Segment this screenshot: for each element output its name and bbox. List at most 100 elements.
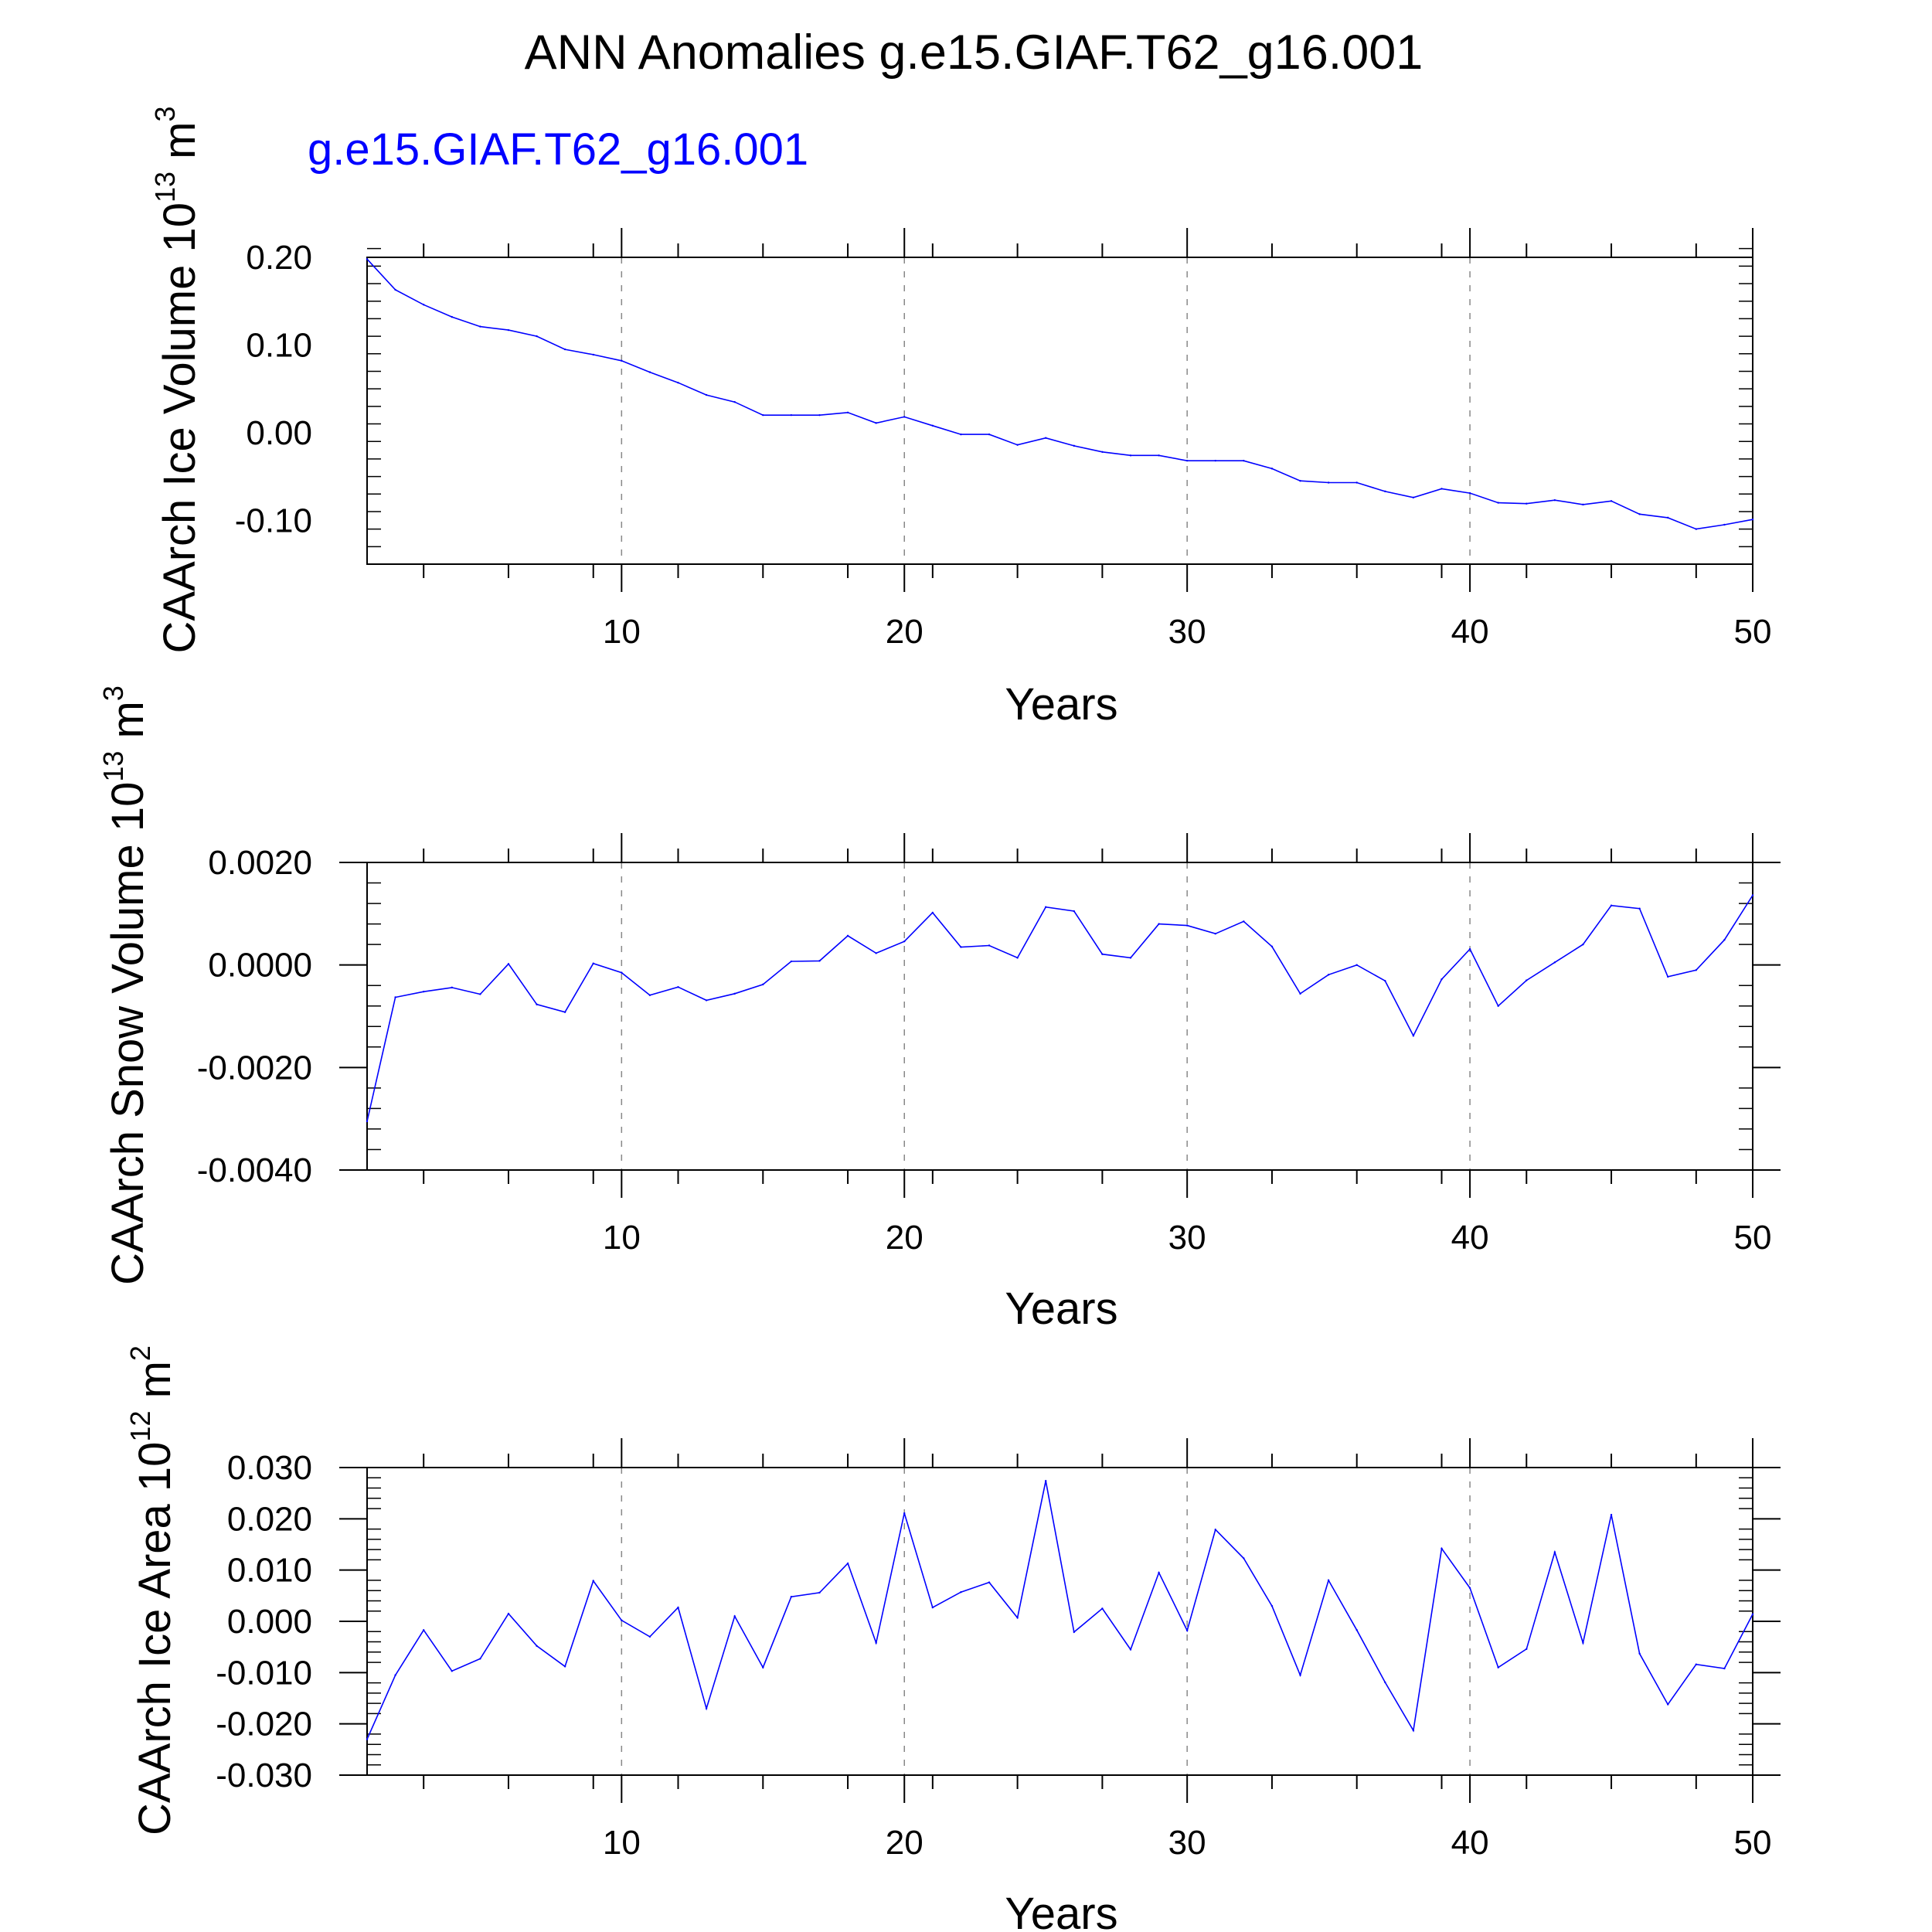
data-point bbox=[988, 944, 991, 947]
data-point bbox=[1553, 498, 1556, 502]
data-point bbox=[1270, 945, 1274, 947]
data-point bbox=[1073, 444, 1075, 447]
x-tick-label: 10 bbox=[603, 1824, 641, 1862]
data-point bbox=[1355, 481, 1358, 484]
data-point bbox=[1582, 943, 1584, 946]
chart-panel-3: 10 20 30 40 50 Years -0.030 -0.020 -0.010 0.000 0.… bbox=[124, 1345, 1781, 1932]
data-point bbox=[592, 1580, 594, 1582]
chart-panel-1: 10 20 30 40 50 Years -0.10 0.00 0.10 0.20 CAArch I… bbox=[149, 106, 1771, 730]
data-point bbox=[1553, 1551, 1556, 1553]
x-tick-label: 50 bbox=[1734, 1219, 1772, 1257]
y-tick-label: -0.0040 bbox=[197, 1151, 312, 1189]
y-axis-title-exponent: 12 bbox=[124, 1411, 156, 1442]
data-point bbox=[366, 1120, 369, 1123]
data-point bbox=[563, 348, 566, 351]
data-point bbox=[479, 325, 481, 328]
data-point bbox=[621, 359, 623, 362]
data-point bbox=[563, 1665, 566, 1668]
x-tick-label: 20 bbox=[886, 1219, 923, 1257]
y-tick-label: 0.030 bbox=[227, 1449, 312, 1487]
data-point bbox=[1412, 1730, 1415, 1732]
data-point bbox=[1695, 528, 1698, 530]
data-point bbox=[1695, 1663, 1698, 1665]
data-point bbox=[705, 393, 708, 396]
y-axis-title-unit-exponent: 3 bbox=[149, 106, 181, 121]
x-axis-title: Years bbox=[1005, 1889, 1117, 1932]
data-point bbox=[1497, 1666, 1499, 1668]
data-point bbox=[479, 993, 481, 995]
data-point bbox=[790, 413, 793, 417]
data-point bbox=[1214, 933, 1216, 935]
data-point bbox=[1016, 444, 1019, 446]
y-axis-title-unit: m bbox=[130, 1361, 180, 1410]
data-point bbox=[762, 1666, 764, 1668]
data-point bbox=[1073, 1631, 1075, 1634]
x-tick-label: 50 bbox=[1734, 613, 1772, 651]
data-point bbox=[1214, 1529, 1216, 1531]
y-axis-title-text: CAArch Snow Volume 10 bbox=[103, 782, 153, 1285]
data-point bbox=[422, 304, 425, 306]
data-point bbox=[536, 1003, 538, 1005]
data-point bbox=[903, 416, 906, 418]
data-point bbox=[1667, 1703, 1669, 1706]
data-point bbox=[366, 1738, 369, 1740]
x-axis-title: Years bbox=[1005, 1284, 1117, 1334]
data-point bbox=[1270, 1604, 1274, 1607]
data-point bbox=[1582, 1641, 1584, 1645]
x-tick-label: 10 bbox=[603, 1219, 641, 1257]
data-point bbox=[1526, 1648, 1528, 1651]
y-axis-title-unit: m bbox=[103, 701, 153, 750]
data-point bbox=[1723, 938, 1726, 941]
data-point bbox=[451, 315, 453, 318]
data-point bbox=[931, 1606, 934, 1609]
data-point bbox=[1045, 437, 1047, 439]
data-point bbox=[536, 335, 538, 338]
data-point bbox=[1355, 964, 1358, 966]
chart-panel-2: 10 20 30 40 50 Years -0.0040 -0.0020 0.0000 0.002… bbox=[97, 685, 1781, 1334]
data-point bbox=[988, 433, 991, 436]
data-point bbox=[960, 946, 962, 948]
data-point bbox=[790, 1595, 793, 1598]
data-point bbox=[1355, 1629, 1358, 1631]
data-point bbox=[1129, 454, 1132, 457]
data-point bbox=[1667, 516, 1669, 519]
y-axis-title-text: CAArch Ice Area 10 bbox=[130, 1442, 180, 1835]
series-line bbox=[366, 1481, 1753, 1740]
y-axis-title: CAArch Snow Volume 1013 m3 bbox=[97, 685, 153, 1285]
x-tick-label: 30 bbox=[1168, 613, 1206, 651]
data-point bbox=[875, 422, 877, 424]
y-tick-label: 0.00 bbox=[246, 414, 312, 452]
y-axis-title-exponent: 13 bbox=[97, 751, 129, 782]
data-point bbox=[988, 1581, 991, 1583]
data-point bbox=[1638, 907, 1641, 910]
data-point bbox=[1723, 1667, 1726, 1670]
data-point bbox=[592, 353, 594, 356]
data-point bbox=[1384, 980, 1386, 982]
data-point bbox=[1073, 910, 1075, 913]
x-tick-label: 10 bbox=[603, 613, 641, 651]
data-point bbox=[648, 994, 651, 997]
data-point bbox=[1016, 957, 1019, 959]
data-point bbox=[394, 288, 396, 291]
data-point bbox=[507, 328, 510, 332]
y-tick-label: 0.010 bbox=[227, 1552, 312, 1590]
y-tick-label: -0.020 bbox=[216, 1706, 312, 1743]
data-point bbox=[1045, 1480, 1047, 1482]
data-point bbox=[1185, 1629, 1189, 1632]
data-point bbox=[1243, 459, 1245, 462]
series-line bbox=[366, 895, 1753, 1122]
data-point bbox=[846, 934, 849, 937]
data-point bbox=[960, 433, 962, 436]
data-point bbox=[1412, 496, 1415, 498]
y-tick-label: 0.0020 bbox=[208, 844, 312, 882]
data-point bbox=[1158, 454, 1160, 457]
data-point bbox=[648, 371, 651, 373]
data-point bbox=[762, 413, 764, 417]
plot-frame bbox=[366, 1467, 1753, 1776]
data-point bbox=[1299, 992, 1301, 995]
y-axis-title-unit-exponent: 2 bbox=[124, 1345, 156, 1361]
y-axis-title-text: CAArch Ice Volume 10 bbox=[155, 202, 205, 654]
series-legend-label: g.e15.GIAF.T62_g16.001 bbox=[308, 124, 809, 175]
data-point bbox=[1101, 953, 1104, 955]
data-point bbox=[366, 258, 369, 260]
